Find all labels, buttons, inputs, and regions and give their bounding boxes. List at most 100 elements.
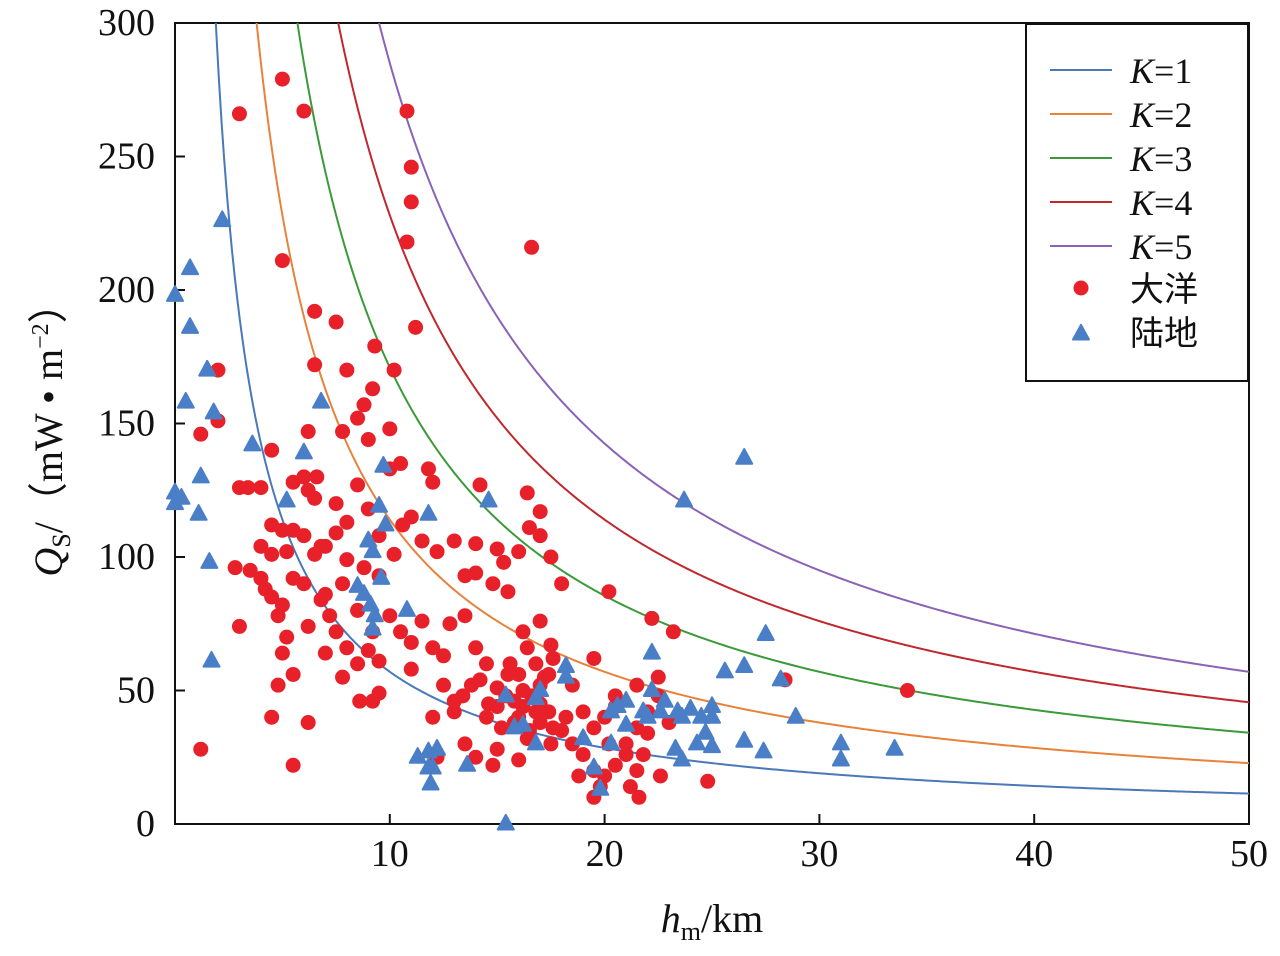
ocean-point [519, 640, 535, 656]
land-point [771, 669, 790, 687]
x-tick-label: 10 [371, 833, 409, 875]
ocean-point [429, 544, 445, 560]
ocean-point [420, 461, 436, 477]
ocean-point [558, 709, 574, 725]
ocean-point [393, 456, 409, 472]
ocean-point [367, 338, 383, 354]
land-point [277, 490, 296, 508]
curve-K=2 [255, 23, 1249, 765]
ocean-point [468, 640, 484, 656]
ocean-point [652, 768, 668, 784]
x-tick-label: 50 [1230, 833, 1268, 875]
ocean-point [274, 71, 290, 87]
ocean-point [227, 560, 243, 576]
ocean-point [436, 648, 451, 664]
legend-label-K=2: K=2 [1129, 95, 1192, 135]
ocean-point [575, 704, 591, 720]
ocean-point [264, 589, 280, 605]
land-point [655, 690, 674, 708]
ocean-point [543, 549, 559, 565]
land-point [754, 741, 773, 759]
land-point [166, 285, 184, 302]
ocean-point [350, 602, 366, 618]
ocean-point [457, 568, 473, 584]
ocean-point [515, 624, 531, 640]
ocean-point [382, 421, 398, 437]
ocean-point [442, 616, 458, 632]
ocean-point [296, 469, 312, 485]
land-point [166, 493, 184, 511]
ocean-point [545, 720, 561, 736]
curve-K=3 [296, 23, 1249, 734]
legend-label-K=5: K=5 [1129, 227, 1192, 267]
land-point [355, 584, 374, 601]
x-axis-title: hm/km [661, 896, 763, 946]
land-point [617, 690, 636, 708]
land-point [496, 813, 515, 831]
ocean-point [629, 677, 645, 693]
ocean-point [489, 541, 505, 557]
legend-label-ocean: 大洋 [1130, 270, 1198, 310]
land-point [496, 685, 515, 703]
ocean-point [607, 757, 623, 773]
y-tick-label: 50 [117, 670, 155, 712]
land-point [421, 773, 440, 791]
ocean-point [399, 234, 415, 250]
ocean-point [231, 106, 247, 122]
land-point [696, 723, 715, 740]
ocean-point [629, 763, 645, 779]
ocean-point [403, 634, 419, 650]
legend-label-K=3: K=3 [1129, 139, 1192, 179]
land-point [756, 624, 775, 641]
ocean-point [264, 709, 280, 725]
x-tick-label: 30 [800, 833, 838, 875]
land-point [531, 680, 550, 698]
ocean-point [622, 779, 638, 795]
ocean-point [524, 239, 540, 255]
k-curves [214, 23, 1249, 795]
land-point [584, 757, 603, 775]
land-point [428, 739, 447, 756]
land-point [786, 707, 805, 724]
ocean-point [661, 715, 677, 731]
land-point [642, 642, 661, 660]
ocean-point [457, 736, 473, 752]
ocean-point [317, 538, 333, 554]
ocean-point [528, 656, 544, 672]
curve-K=4 [337, 23, 1249, 704]
ocean-point [335, 669, 351, 685]
ocean-point [313, 592, 329, 608]
ocean-point [493, 720, 509, 736]
land-point [176, 391, 195, 409]
land-point [204, 402, 223, 420]
land-point [687, 733, 706, 751]
land-point [617, 715, 636, 732]
land-point [363, 618, 382, 636]
land-point [181, 258, 200, 276]
land-point [189, 504, 208, 521]
ocean-point [571, 768, 587, 784]
ocean-point [586, 720, 602, 736]
ocean-point [644, 610, 660, 626]
ocean-point [700, 773, 716, 789]
ocean-point [296, 576, 312, 592]
ocean-point [296, 103, 312, 119]
ocean-point [519, 485, 535, 501]
land-point [735, 656, 754, 673]
ocean-point [285, 757, 301, 773]
land-point [638, 707, 657, 724]
ocean-point [485, 757, 501, 773]
ocean-point [274, 645, 290, 661]
y-tick-label: 200 [98, 269, 155, 311]
land-point [651, 701, 670, 719]
land-point [831, 733, 850, 751]
legend-marker-land [1072, 323, 1090, 341]
land-point [370, 496, 389, 513]
ocean-point [328, 624, 344, 640]
ocean-point [665, 624, 681, 640]
ocean-point [285, 666, 301, 682]
land-point [376, 514, 395, 532]
ocean-point [300, 424, 316, 440]
ocean-point [472, 477, 488, 493]
